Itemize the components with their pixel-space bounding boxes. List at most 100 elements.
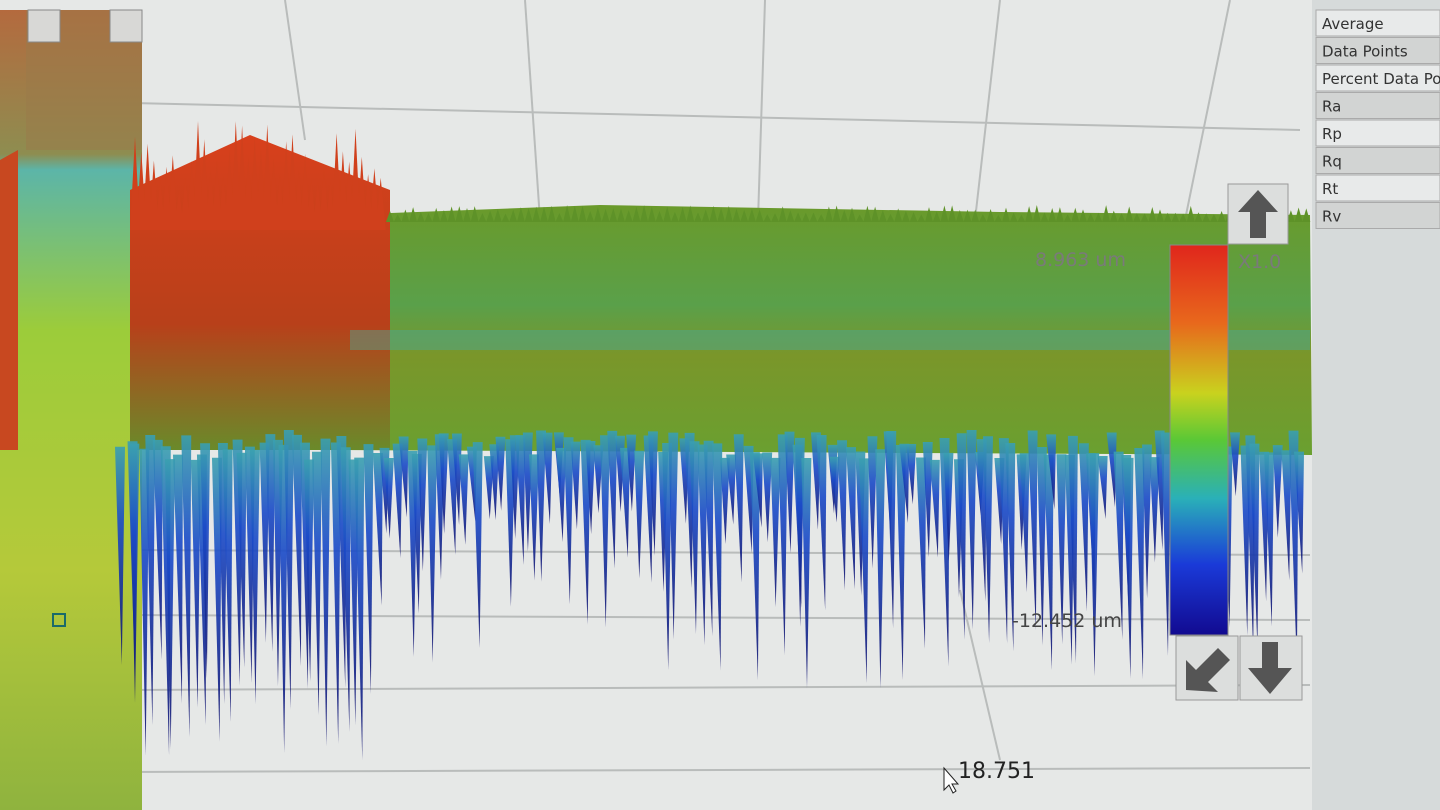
ridge [955, 209, 964, 222]
plateau [340, 205, 1312, 455]
peak [300, 154, 311, 230]
stat-row[interactable] [1315, 119, 1440, 147]
bulb-button[interactable] [27, 9, 61, 43]
ridge [740, 209, 749, 222]
stat-label[interactable]: Rq [1322, 153, 1342, 171]
ridge [701, 209, 710, 222]
stat-row[interactable] [1315, 92, 1440, 119]
ridge [563, 205, 572, 222]
spike [372, 453, 383, 606]
stat-row[interactable] [1315, 202, 1440, 229]
ridge [817, 214, 826, 222]
ridge [863, 205, 872, 222]
ridge [1079, 209, 1087, 222]
spike [348, 459, 359, 726]
spike [886, 430, 897, 629]
spike [536, 430, 547, 582]
spike [662, 442, 673, 670]
spike [777, 434, 788, 656]
ridge [1048, 208, 1057, 222]
spike [354, 457, 365, 761]
spike [845, 447, 856, 590]
spike [1005, 442, 1016, 652]
ridge [432, 207, 441, 222]
stat-row[interactable] [1315, 37, 1440, 64]
scale-min-label: -12.452 um [1012, 610, 1122, 632]
ridge [1140, 213, 1149, 222]
spike [956, 433, 967, 640]
spike [1027, 430, 1038, 630]
stat-label[interactable]: Data Points [1322, 43, 1408, 61]
spike [1113, 451, 1124, 640]
spike [752, 453, 763, 528]
stat-label[interactable]: Average [1322, 15, 1384, 33]
ridge [647, 206, 656, 222]
up-button[interactable] [1227, 183, 1289, 245]
ridge [524, 208, 533, 222]
stat-label[interactable]: Rt [1322, 180, 1338, 198]
ridge [1156, 209, 1164, 222]
stat-label[interactable]: Rp [1322, 125, 1342, 143]
stat-row[interactable] [1315, 174, 1440, 202]
diagonal-arrow[interactable] [1186, 648, 1230, 692]
ridge [878, 209, 887, 222]
stat-label[interactable]: Percent Data Po [1322, 70, 1440, 88]
ridge [694, 212, 702, 222]
spike [922, 442, 933, 558]
spike [1294, 451, 1305, 574]
spike [236, 452, 247, 668]
stat-row[interactable] [1315, 9, 1440, 37]
ridge [747, 208, 756, 222]
peak [262, 124, 273, 230]
spike [1078, 443, 1089, 612]
spike [895, 444, 906, 681]
peak [193, 121, 203, 230]
spike [712, 443, 723, 671]
spike [211, 457, 222, 742]
spike [906, 444, 917, 505]
spike [398, 436, 409, 518]
ridge [1217, 211, 1226, 222]
bulb-button[interactable] [109, 9, 143, 43]
down-arrow[interactable] [1248, 642, 1292, 694]
peak [249, 136, 260, 230]
up-arrow[interactable] [1238, 190, 1278, 238]
ridge [971, 209, 980, 222]
peak [230, 121, 241, 230]
ridge [755, 209, 764, 222]
stat-row[interactable] [1315, 64, 1440, 92]
ridge [1117, 213, 1126, 222]
ridge [1102, 205, 1111, 222]
peak [268, 158, 279, 230]
ridge [470, 206, 479, 222]
spike [515, 435, 526, 565]
spike [726, 454, 737, 525]
ridge [1071, 207, 1080, 222]
ridge [1186, 205, 1195, 222]
ridge [386, 210, 394, 222]
ridge [840, 209, 849, 222]
spike [1123, 457, 1134, 679]
ridge [717, 207, 726, 222]
zoom-label: X1.0 [1238, 251, 1281, 273]
ridge [1194, 212, 1203, 222]
ridge [540, 206, 548, 222]
stat-row[interactable] [1315, 147, 1440, 174]
ridge [932, 211, 941, 222]
spike [1149, 457, 1160, 563]
ridge [801, 212, 810, 222]
spike [1106, 432, 1117, 508]
stat-label[interactable]: Rv [1322, 208, 1341, 226]
spike [580, 439, 591, 625]
peak [287, 134, 298, 230]
reset-button[interactable] [1175, 635, 1239, 701]
down-button[interactable] [1239, 635, 1303, 701]
scale-max-label: 8.963 um [1035, 249, 1126, 271]
ridge [393, 214, 402, 222]
ridge [416, 211, 425, 222]
stat-label[interactable]: Ra [1322, 98, 1341, 116]
ridge [809, 212, 818, 222]
spike [145, 434, 156, 726]
peak [130, 136, 140, 230]
spike [929, 459, 940, 558]
